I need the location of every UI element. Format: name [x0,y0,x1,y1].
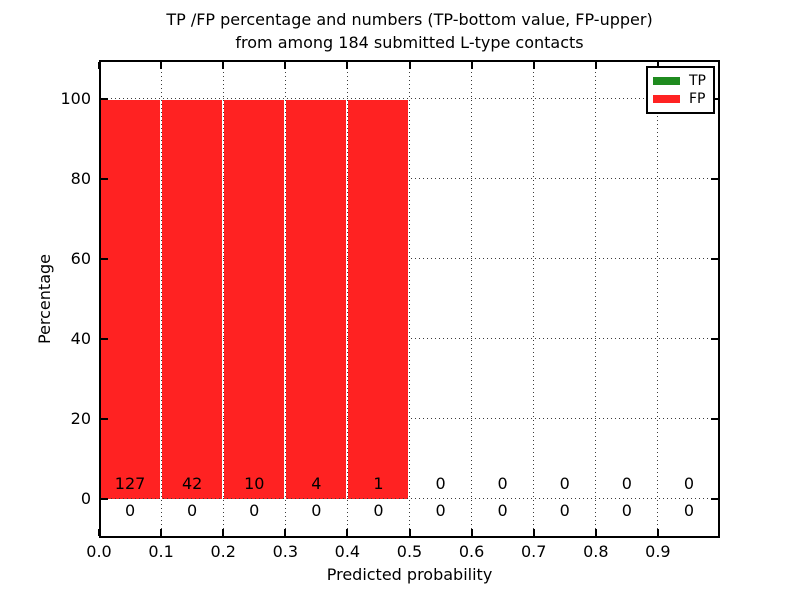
x-tick-label: 0.6 [458,542,485,561]
tp-count-label: 0 [311,501,322,520]
grid-line-horizontal [99,258,720,259]
fp-count-label: 0 [435,474,446,493]
x-axis-label: Predicted probability [326,565,493,584]
grid-line-vertical [409,60,410,538]
tp-count-label: 0 [621,501,632,520]
x-tick-label: 0.9 [645,542,671,561]
x-tick-mark [532,529,535,536]
grid-line-vertical [284,60,286,538]
x-tick-mark-top [222,62,225,69]
grid-line-vertical [533,60,535,538]
y-tick-mark-right [711,258,718,260]
fp-bar [224,100,285,499]
tp-count-label: 0 [187,501,198,520]
x-tick-label: 0.0 [86,542,112,561]
x-tick-mark [594,529,597,536]
fp-count-label: 0 [683,474,695,493]
y-tick-mark-right [711,418,718,420]
x-tick-label: 0.8 [583,542,609,561]
tp-swatch [653,77,680,85]
x-tick-mark-top [532,62,535,69]
tp-count-label: 0 [124,501,136,520]
legend-label-fp: FP [689,91,706,107]
x-tick-mark-top [284,62,287,69]
grid-line-vertical [222,60,224,538]
fp-bar [348,100,409,499]
fp-bar [286,100,347,499]
y-tick-mark [101,418,108,420]
x-tick-label: 0.7 [520,542,547,561]
tp-count-label: 0 [435,501,446,520]
tp-count-label: 0 [559,501,570,520]
x-tick-mark [470,529,473,536]
legend-label-tp: TP [689,73,706,89]
x-tick-label: 0.5 [396,542,423,561]
x-tick-label: 0.4 [334,542,361,561]
y-tick-mark [101,258,108,260]
grid-line-vertical [346,60,348,538]
fp-bar [162,100,223,499]
x-tick-mark-top [346,62,349,69]
x-tick-mark [346,529,349,536]
y-tick-label: 60 [70,249,91,268]
fp-bar [100,100,161,499]
fp-count-label: 127 [114,474,146,493]
grid-line-horizontal [99,338,720,339]
grid-line-horizontal [99,498,720,499]
y-tick-label: 40 [70,329,91,348]
y-tick-mark-right [711,498,718,500]
x-tick-mark-top [656,62,659,69]
y-tick-label: 0 [80,489,91,508]
tp-count-label: 0 [249,501,260,520]
tp-count-label: 0 [683,501,695,520]
fp-count-label: 0 [559,474,570,493]
grid-line-horizontal [99,418,720,419]
x-tick-mark [408,529,411,536]
fp-swatch [653,95,680,103]
x-tick-mark-top [470,62,473,69]
tp-count-label: 0 [497,501,508,520]
y-tick-mark-right [711,178,718,180]
y-tick-mark [101,498,108,500]
x-tick-label: 0.2 [210,542,236,561]
legend-item-fp: FP [653,92,713,106]
grid-line-vertical [160,60,162,538]
y-tick-mark [101,98,108,100]
legend-item-tp: TP [653,74,713,88]
x-tick-mark-top [408,62,411,69]
x-tick-mark [656,529,659,536]
x-tick-mark [222,529,225,536]
y-tick-mark-right [711,338,718,340]
fp-count-label: 4 [311,474,322,493]
grid-line-horizontal [99,178,720,179]
grid-line-vertical [595,60,597,538]
y-tick-mark [101,338,108,340]
chart-title: TP /FP percentage and numbers (TP-bottom… [99,8,720,54]
x-tick-mark-top [98,62,100,69]
y-tick-label: 100 [60,89,91,108]
x-tick-mark [284,529,287,536]
fp-count-label: 1 [373,474,384,493]
x-tick-mark [160,529,163,536]
fp-count-label: 0 [497,474,508,493]
x-tick-mark-top [160,62,163,69]
grid-line-horizontal [99,98,720,99]
grid-line-vertical [471,60,473,538]
y-tick-label: 20 [70,409,91,428]
fp-count-label: 42 [181,474,203,493]
y-tick-label: 80 [70,169,91,188]
grid-line-vertical [657,60,659,538]
chart-title-line1: TP /FP percentage and numbers (TP-bottom… [166,10,653,29]
chart-title-line2: from among 184 submitted L-type contacts [235,33,584,52]
fp-count-label: 10 [244,474,265,493]
fp-count-label: 0 [621,474,632,493]
x-tick-label: 0.3 [272,542,299,561]
x-tick-label: 0.1 [148,542,174,561]
x-tick-mark [98,529,100,536]
x-tick-mark-top [594,62,597,69]
y-tick-mark [101,178,108,180]
tp-count-label: 0 [373,501,384,520]
legend: TP FP [646,66,715,114]
